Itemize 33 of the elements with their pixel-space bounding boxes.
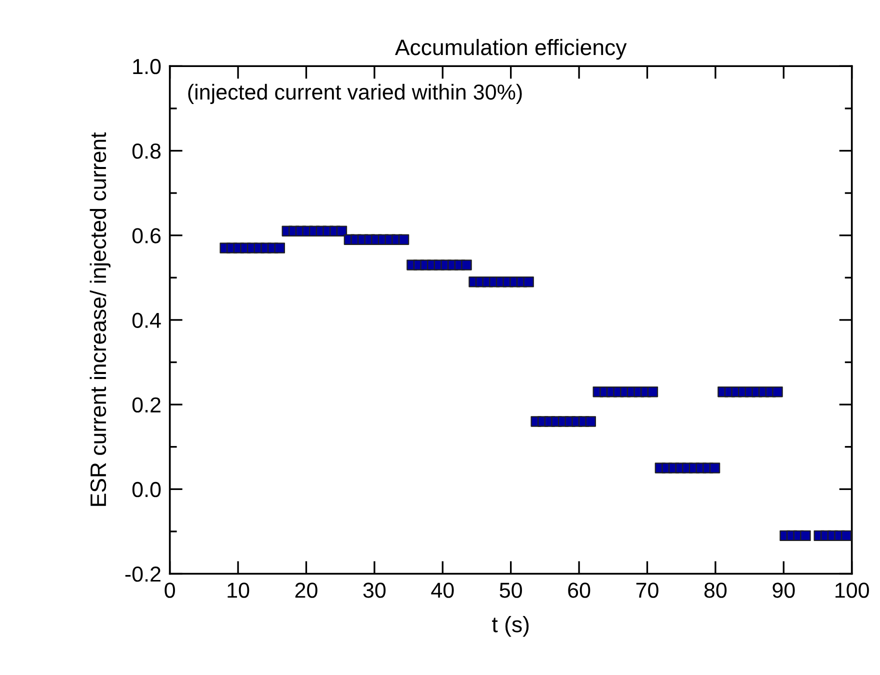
x-axis-title: t (s) [492,616,529,637]
x-tick-label: 30 [363,582,386,598]
point [585,416,596,427]
y-tick-label: 0.6 [132,228,161,244]
x-tick-label: 50 [500,582,522,598]
y-tick-label: 1.0 [133,58,161,74]
x-tick-label: 70 [636,582,658,598]
point [398,234,410,245]
y-axis-title: ESR current increase/ injected current [90,132,111,506]
x-tick-label: 0 [164,582,175,598]
point [461,260,472,270]
y-tick-label: 0.4 [132,312,161,328]
point [709,462,720,474]
y-tick-label: -0.2 [125,566,160,582]
x-tick-label: 10 [228,582,250,598]
y-tick-label: 0.0 [132,482,161,498]
point [336,226,348,236]
point [274,242,286,254]
x-tick-label: 90 [772,582,795,598]
point [523,276,534,288]
x-tick-label: 80 [704,582,727,598]
x-tick-label: 60 [568,582,590,598]
y-tick-label: 0.2 [132,397,160,413]
x-tick-label: 40 [431,582,454,598]
point [800,530,811,542]
x-tick-label: 100 [836,582,869,598]
point [841,530,852,542]
point [772,386,783,398]
x-tick-label: 20 [295,582,318,598]
annotation: (injected current varied within 30%) [188,84,522,104]
y-tick-label: 0.8 [132,144,161,159]
point [647,386,658,398]
chart-title: Accumulation efficiency [394,38,627,60]
